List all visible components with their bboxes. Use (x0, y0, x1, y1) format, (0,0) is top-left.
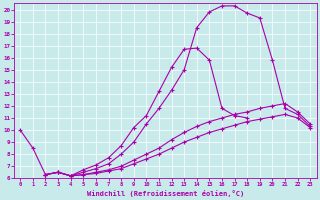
X-axis label: Windchill (Refroidissement éolien,°C): Windchill (Refroidissement éolien,°C) (87, 190, 244, 197)
